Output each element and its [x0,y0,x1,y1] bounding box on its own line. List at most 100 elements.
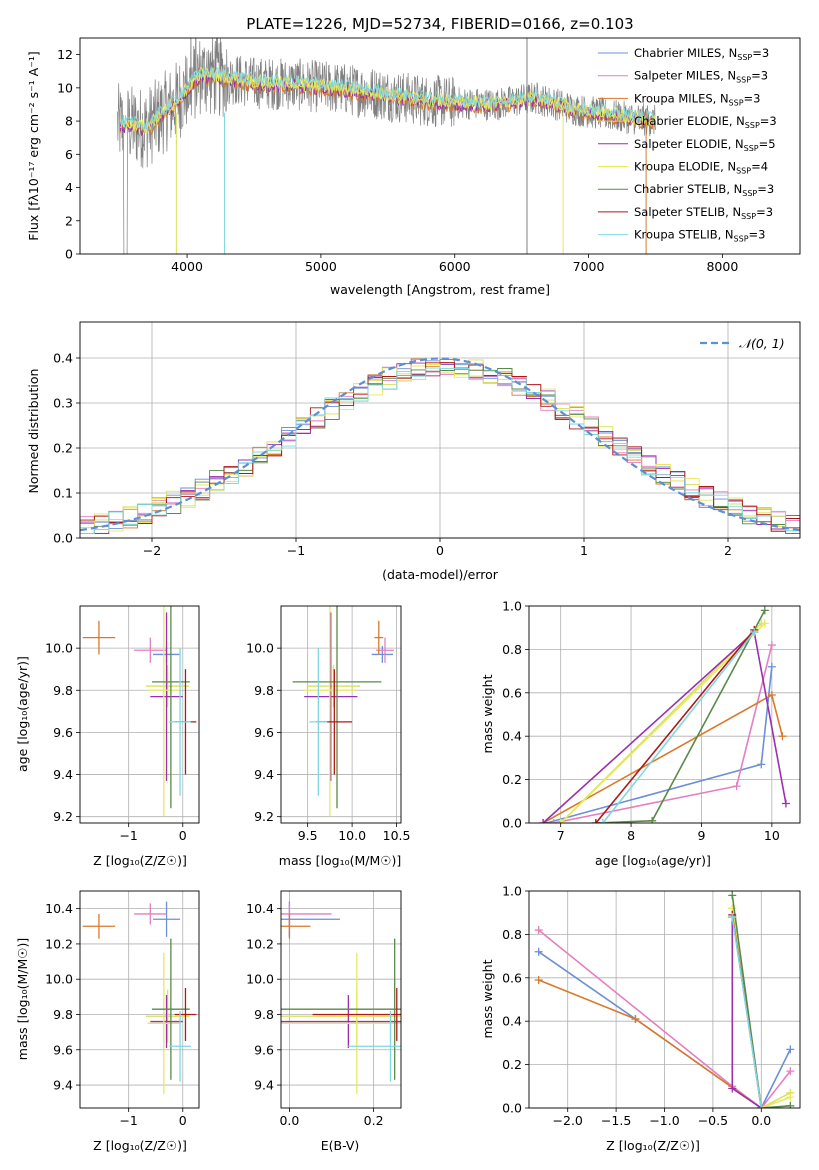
weight-point [757,1104,766,1108]
weight-point [760,606,769,615]
weight-point [786,1045,795,1054]
weight-point [767,641,776,650]
wAge-xlabel: age [log₁₀(age/yr)] [595,853,711,868]
y-tick-label: 6 [65,147,73,162]
weight-point [534,947,543,956]
plot-area [292,606,394,817]
x-tick-label: 10 [764,828,780,843]
weight-point [648,816,657,823]
x-tick-label: −2 [143,543,161,558]
legend-label: Chabrier MILES, NSSP=3 [634,46,769,62]
weight-point [728,891,737,900]
legend-label: Salpeter STELIB, NSSP=3 [634,205,773,221]
y-tick-label: 9.6 [254,1042,274,1057]
legend-label: Kroupa MILES, NSSP=3 [634,91,760,107]
y-tick-label: 12 [57,47,73,62]
plot-area [534,891,795,1108]
spectrum-legend: Chabrier MILES, NSSP=3 Salpeter MILES, NS… [598,46,777,244]
grid-lines [281,891,401,1108]
age-vs-mass-plot: 9.5 10.0 10.5 9.2 9.4 9.6 9.8 10.0 [246,605,410,843]
weight-line [560,622,766,823]
axes-frame [79,890,200,1109]
spectrum-ylabel: Flux [fλ10⁻¹⁷ erg cm⁻² s⁻¹ A⁻¹] [26,51,41,240]
ticks: 9.5 10.0 10.5 9.2 9.4 9.6 9.8 10.0 [246,641,410,843]
weight-point [750,628,759,637]
x-tick-label: −0.5 [698,1113,728,1128]
ticks: 0.0 0.2 9.4 9.6 9.8 10.0 10.2 10.4 [246,901,383,1128]
y-tick-label: 9.8 [53,1007,73,1022]
model-spectrum [119,65,656,131]
spectrum-xlabel: wavelength [Angstrom, rest frame] [330,282,550,297]
weight-point [539,819,548,823]
mE-xlabel: E(B-V) [321,1138,360,1153]
mZ-ylabel: mass [log₁₀(M/M☉)] [15,938,30,1060]
grid-lines [80,606,199,823]
spectrum-plot: 4000 5000 6000 7000 8000 0 2 4 6 8 10 12 Chabrier MI… [57,37,801,274]
x-tick-label: −1 [119,1113,137,1128]
y-tick-label: 0.2 [53,441,73,456]
plot-area [80,357,800,534]
y-tick-label: 0.6 [502,970,522,985]
plot-area [82,901,197,1094]
plot-area [281,901,401,1094]
normal-curve [80,357,800,532]
weight-point [728,913,737,922]
y-tick-label: 10.0 [45,972,73,987]
wZ-ylabel: mass weight [480,959,495,1038]
ageZ-ylabel: age [log₁₀(age/yr)] [15,656,30,772]
plot-area [539,606,790,823]
spectrum-title: PLATE=1226, MJD=52734, FIBERID=0166, z=0… [246,15,633,33]
y-tick-label: 9.8 [254,1007,274,1022]
axes-frame [79,321,801,539]
y-tick-label: 1.0 [502,599,522,614]
y-tick-label: 9.6 [53,1042,73,1057]
weight-point [534,926,543,935]
x-tick-label: 10.5 [383,828,411,843]
y-tick-label: 0.0 [502,816,522,831]
axes-frame [79,37,801,255]
ticks: −2.0 −1.5 −1.0 −0.5 0.0 0.0 0.2 0.4 0.6 0.8 1.0 [502,884,771,1129]
y-tick-label: 9.4 [53,1078,73,1093]
y-tick-label: 9.6 [254,725,274,740]
y-tick-label: 10.2 [45,936,73,951]
residual-ylabel: Normed distribution [26,369,41,494]
weight-point [732,782,741,791]
weight-point [549,819,558,823]
weight-line [538,979,762,1108]
y-tick-label: 9.4 [254,1078,274,1093]
x-tick-label: 1 [580,543,588,558]
weight-point [786,1101,795,1108]
histogram-step [80,367,800,534]
y-tick-label: 0.4 [53,351,73,366]
y-tick-label: 0.4 [502,729,522,744]
y-tick-label: 0.3 [53,396,73,411]
x-tick-label: 8 [627,828,635,843]
y-tick-label: 10.2 [246,936,274,951]
x-tick-label: −1.0 [649,1113,679,1128]
legend-label: Salpeter ELODIE, NSSP=5 [634,137,776,153]
y-tick-label: 9.6 [53,725,73,740]
residual-xlabel: (data-model)/error [382,567,499,582]
y-tick-label: 0 [65,247,73,262]
ticks: 7 8 9 10 0.0 0.2 0.4 0.6 0.8 1.0 [502,599,780,844]
y-tick-label: 0.2 [502,772,522,787]
x-tick-label: −1 [119,828,137,843]
y-tick-label: 4 [65,180,73,195]
plot-area [82,606,197,817]
weight-point [591,819,600,823]
y-tick-label: 0.2 [502,1057,522,1072]
axes-frame [79,605,200,824]
legend-label: Chabrier STELIB, NSSP=3 [634,182,774,198]
y-tick-label: 0.4 [502,1014,522,1029]
x-tick-label: 0.0 [279,1113,299,1128]
weight-point [631,1015,640,1024]
weight-line [602,631,755,823]
ticks: −1 0 9.4 9.6 9.8 10.0 10.2 10.4 [45,901,187,1128]
weight-point [767,690,776,699]
x-tick-label: 10.0 [338,828,366,843]
weight-point [598,819,607,823]
x-tick-label: −2.0 [553,1113,583,1128]
y-tick-label: 0.8 [502,927,522,942]
legend-label: Kroupa STELIB, NSSP=3 [634,228,765,244]
